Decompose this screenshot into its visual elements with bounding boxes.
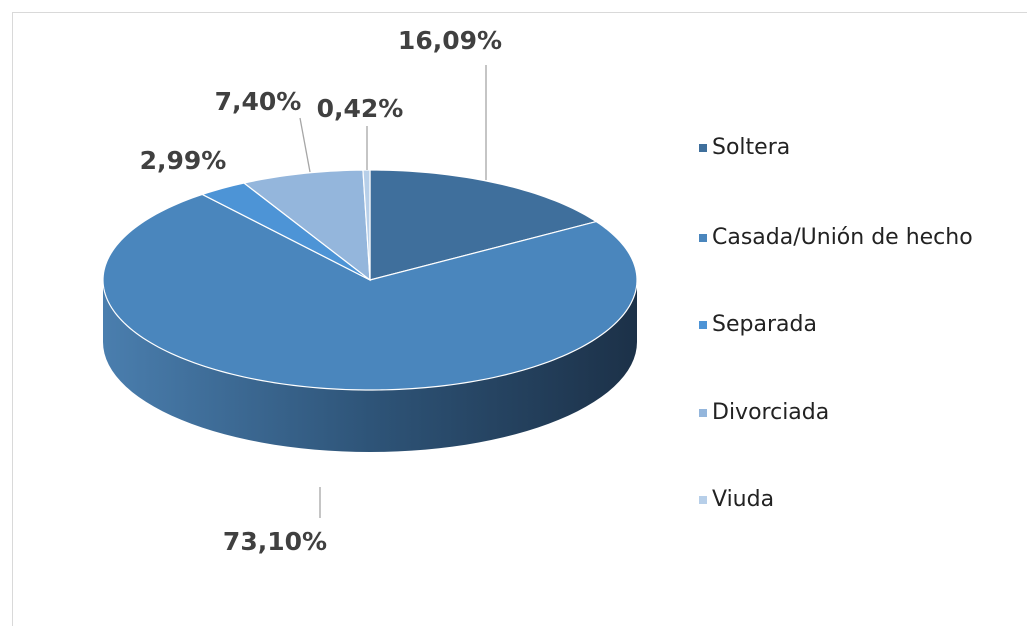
data-label: 2,99% <box>140 146 227 175</box>
legend-label: Separada <box>712 312 817 337</box>
slice <box>102 193 638 391</box>
legend-swatch <box>699 144 707 152</box>
slice <box>362 169 371 281</box>
data-label: 16,09% <box>398 26 502 55</box>
legend-label: Viuda <box>712 487 774 512</box>
legend-label: Divorciada <box>712 400 829 425</box>
data-label: 73,10% <box>223 527 327 556</box>
legend-swatch <box>699 409 707 417</box>
legend-label: Casada/Unión de hecho <box>712 225 973 250</box>
slice <box>242 169 371 282</box>
data-label: 7,40% <box>215 87 302 116</box>
slice <box>200 182 371 281</box>
slice <box>369 169 598 281</box>
legend-swatch <box>699 321 707 329</box>
data-label: 0,42% <box>317 94 404 123</box>
leader-line <box>299 117 311 173</box>
slice-side <box>103 280 637 452</box>
legend-label: Soltera <box>712 135 790 160</box>
legend-swatch <box>699 234 707 242</box>
legend-swatch <box>699 496 707 504</box>
